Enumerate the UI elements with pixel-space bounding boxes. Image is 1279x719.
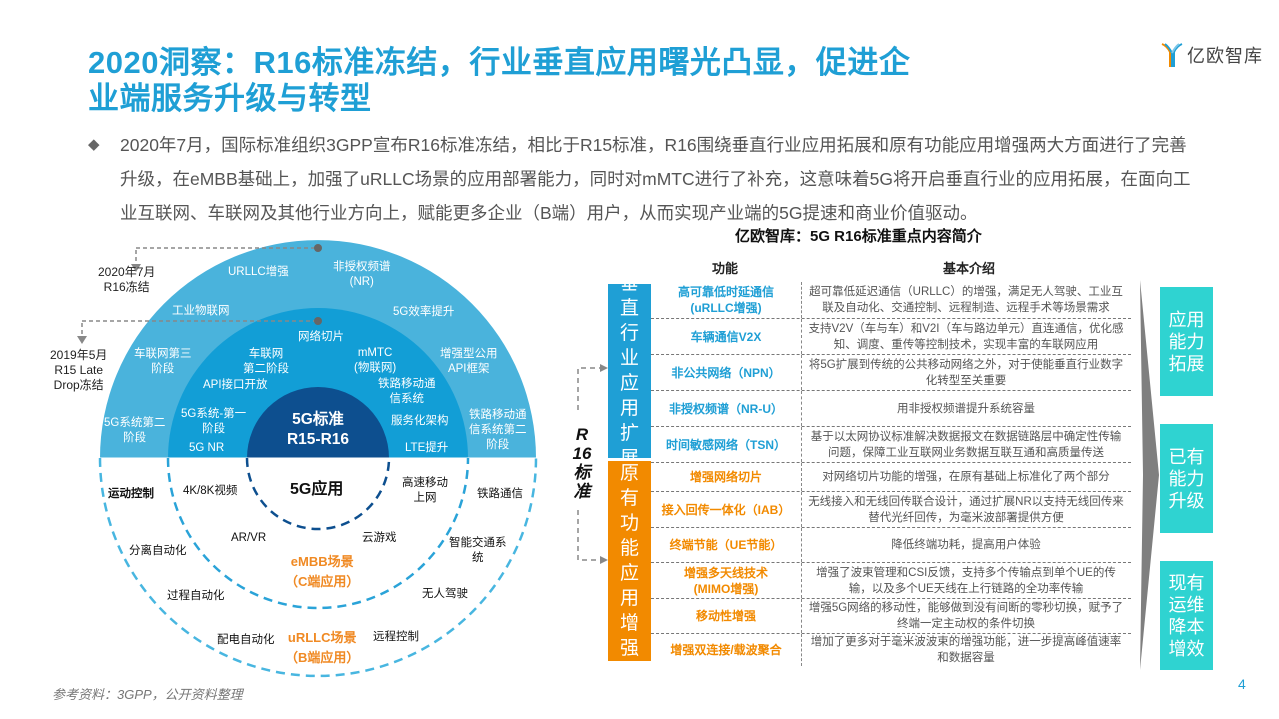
middle-ring-sba: 服务化架构 [391, 415, 449, 427]
table-row: 移动性增强 增强5G网络的移动性，能够做到没有间断的零秒切换，赋予了终端一定主动… [651, 599, 1131, 634]
ring-diagram-graphic [77, 240, 538, 678]
r16-standard-label: R 16 标 准 [572, 425, 592, 501]
middle-ring-v2x2: 车联网 第二阶段 [243, 348, 289, 375]
diamond-bullet-icon: ◆ [88, 136, 100, 153]
5g-standard-diagram: 2020年7月 R16冻结 2019年5月 R15 Late Drop冻结 UR… [0, 238, 560, 678]
page-title: 2020洞察：R16标准冻结，行业垂直应用曙光凸显，促进企 业端服务升级与转型 [88, 45, 910, 117]
row-function: 时间敏感网络（TSN） [665, 437, 786, 452]
row-function: 增强双连接/载波聚合 [670, 643, 782, 657]
page-number: 4 [1238, 676, 1246, 692]
app-remote-control: 远程控制 [373, 631, 419, 643]
app-its: 智能交通系 统 [449, 537, 507, 564]
app-autonomous-driving: 无人驾驶 [422, 588, 468, 600]
scenario-urllc-title: uRLLC场景 [287, 630, 357, 645]
row-function: 增强多天线技术 (MIMO增强) [683, 565, 768, 596]
row-description: 基于以太网协议标准解决数据报文在数据链路层中确定性传输问题，保障工业互联网业务数… [810, 430, 1122, 459]
outer-ring-v2x3: 车联网第三 阶段 [134, 348, 192, 375]
app-discrete-automation: 分离自动化 [129, 545, 187, 557]
outer-ring-api-framework: 增强型公用 API框架 [440, 348, 498, 375]
app-process-automation: 过程自动化 [167, 590, 225, 602]
row-function: 非公共网络（NPN） [671, 365, 781, 380]
category-vertical-expansion: 垂 直 行 业 应 用 扩 展 [608, 273, 651, 469]
row-description: 用非授权频谱提升系统容量 [897, 402, 1035, 415]
outcome-cost-efficiency: 现有 运维 降本 增效 [1160, 561, 1213, 670]
source-note: 参考资料：3GPP，公开资料整理 [52, 687, 243, 702]
timeline-r15-label: 2019年5月 R15 Late Drop冻结 [50, 348, 108, 392]
row-description: 对网络切片功能的增强，在原有基础上标准化了两个部分 [822, 471, 1110, 483]
table-row: 车辆通信V2X 支持V2V（车与车）和V2I（车与路边单元）直连通信，优化感知、… [651, 319, 1131, 355]
table-row: 高可靠低时延通信 (uRLLC增强) 超可靠低延迟通信（URLLC）的增强，满足… [651, 282, 1131, 319]
middle-ring-5gnr: 5G NR [189, 442, 225, 454]
middle-ring-mmtc: mMTC (物联网) [354, 347, 397, 374]
outer-ring-unlicensed: 非授权频谱 (NR) [333, 261, 391, 288]
logo: 亿欧智库 [1161, 42, 1263, 68]
outer-ring-iiot: 工业物联网 [172, 305, 230, 317]
summary-bullet: ◆ 2020年7月，国际标准组织3GPP宣布R16标准冻结，相比于R15标准，R… [88, 128, 1198, 230]
timeline-r16-label: 2020年7月 R16冻结 [98, 265, 156, 294]
middle-ring-slicing: 网络切片 [298, 331, 344, 343]
app-high-speed-internet: 高速移动 上网 [402, 477, 448, 504]
table-row: 增强多天线技术 (MIMO增强) 增强了波束管理和CSI反馈，支持多个传输点到单… [651, 563, 1131, 599]
middle-ring-5g-phase1: 5G系统-第一 阶段 [181, 408, 247, 435]
table-row: 接入回传一体化（IAB） 无线接入和无线回传联合设计，通过扩展NR以支持无线回传… [651, 492, 1131, 528]
app-power-automation: 配电自动化 [217, 634, 275, 646]
outer-ring-5g-phase2: 5G系统第二 阶段 [104, 417, 166, 444]
row-description: 支持V2V（车与车）和V2I（车与路边单元）直连通信，优化感知、调度、重传等控制… [808, 322, 1124, 351]
scenario-embb: eMBB场景 （C端应用） [285, 552, 359, 592]
middle-ring-rail: 铁路移动通 信系统 [378, 378, 436, 405]
outcome-application-expansion: 应用 能力 拓展 [1160, 287, 1213, 396]
center-standard: 5G标准 R15-R16 [270, 410, 366, 450]
row-description: 增强了波束管理和CSI反馈，支持多个传输点到单个UE的传输，以及多个UE天线在上… [816, 566, 1116, 595]
scenario-urllc: uRLLC场景 （B端应用） [285, 628, 359, 668]
outcome-capability-upgrade: 已有 能力 升级 [1160, 424, 1213, 533]
summary-text: 2020年7月，国际标准组织3GPP宣布R16标准冻结，相比于R15标准，R16… [120, 135, 1191, 223]
row-function: 接入回传一体化（IAB） [661, 502, 791, 517]
category-enhancement: 原 有 功 能 应 用 增 强 [608, 461, 651, 661]
outer-ring-efficiency: 5G效率提升 [393, 306, 455, 318]
row-function: 增强网络切片 [689, 470, 762, 484]
apps-title: 5G应用 [290, 481, 344, 498]
row-description: 将5G扩展到传统的公共移动网络之外，对于使能垂直行业数字化转型至关重要 [808, 358, 1124, 387]
row-function: 非授权频谱（NR-U） [669, 401, 783, 416]
table-title: 亿欧智库：5G R16标准重点内容简介 [735, 228, 982, 245]
app-4k8k-video: 4K/8K视频 [183, 485, 238, 497]
table-row: 非授权频谱（NR-U） 用非授权频谱提升系统容量 [651, 391, 1131, 427]
row-function: 高可靠低时延通信 (uRLLC增强) [677, 285, 774, 315]
row-description: 增加了更多对于毫米波波束的增强功能，进一步提高峰值速率和数据容量 [810, 636, 1122, 664]
logo-text: 亿欧智库 [1187, 46, 1263, 66]
logo-icon [1161, 43, 1183, 67]
app-motion-control: 运动控制 [108, 488, 154, 500]
middle-ring-api-open: API接口开放 [203, 379, 268, 391]
row-function: 终端节能（UE节能） [669, 538, 783, 552]
middle-ring-lte: LTE提升 [405, 442, 449, 454]
table-row: 终端节能（UE节能） 降低终端功耗，提高用户体验 [651, 528, 1131, 563]
row-description: 增强5G网络的移动性，能够做到没有间断的零秒切换，赋予了终端一定主动权的条件切换 [808, 602, 1124, 630]
scenario-urllc-subtitle: （B端应用） [285, 650, 360, 665]
table-row: 增强网络切片 对网络切片功能的增强，在原有基础上标准化了两个部分 [651, 463, 1131, 492]
title-line-2: 业端服务升级与转型 [88, 81, 372, 116]
table-row: 非公共网络（NPN） 将5G扩展到传统的公共移动网络之外，对于使能垂直行业数字化… [651, 355, 1131, 391]
table-row: 增强双连接/载波聚合 增加了更多对于毫米波波束的增强功能，进一步提高峰值速率和数… [651, 634, 1131, 666]
app-rail-comm: 铁路通信 [477, 488, 523, 500]
column-header-intro: 基本介绍 [943, 261, 996, 276]
row-description: 超可靠低延迟通信（URLLC）的增强，满足无人驾驶、工业互联及自动化、交通控制、… [809, 286, 1123, 314]
row-function: 车辆通信V2X [690, 329, 762, 344]
table-row: 时间敏感网络（TSN） 基于以太网协议标准解决数据报文在数据链路层中确定性传输问… [651, 427, 1131, 463]
outer-ring-urllc: URLLC增强 [228, 266, 289, 278]
row-description: 无线接入和无线回传联合设计，通过扩展NR以支持无线回传来替代光纤回传，为毫米波部… [808, 495, 1124, 524]
column-header-function: 功能 [712, 261, 739, 276]
outer-ring-rail-phase2: 铁路移动通 信系统第二 阶段 [469, 409, 527, 451]
scenario-embb-subtitle: （C端应用） [285, 574, 360, 589]
center-line-2: R15-R16 [286, 431, 350, 448]
title-line-1: 2020洞察：R16标准冻结，行业垂直应用曙光凸显，促进企 [88, 45, 911, 80]
app-ar-vr: AR/VR [231, 532, 267, 544]
big-arrow-icon [1140, 280, 1159, 670]
row-description: 降低终端功耗，提高用户体验 [891, 539, 1041, 551]
scenario-embb-title: eMBB场景 [290, 554, 354, 569]
row-function: 移动性增强 [695, 609, 756, 623]
r16-bracket-arrows [577, 364, 608, 564]
app-cloud-gaming: 云游戏 [362, 532, 397, 544]
center-line-1: 5G标准 [292, 411, 344, 428]
